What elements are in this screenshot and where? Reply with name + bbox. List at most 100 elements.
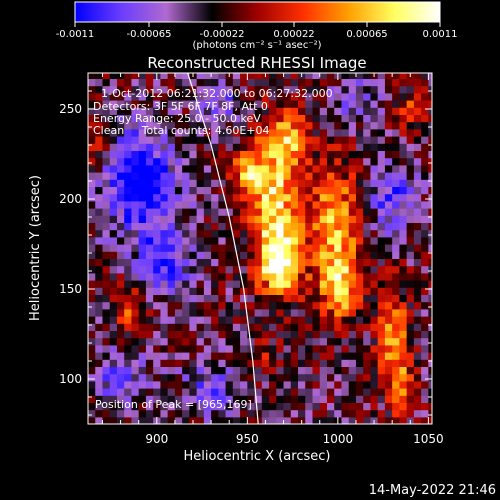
- heatmap-cell: [182, 78, 190, 87]
- heatmap-cell: [355, 280, 364, 288]
- heatmap-cell: [88, 121, 96, 130]
- heatmap-cell: [399, 92, 408, 101]
- heatmap-cell: [319, 244, 328, 252]
- heatmap-cell: [182, 272, 190, 281]
- heatmap-cell: [428, 92, 432, 101]
- heatmap-cell: [254, 164, 263, 173]
- heatmap-cell: [428, 316, 432, 324]
- heatmap-cell: [384, 244, 393, 252]
- heatmap-cell: [269, 73, 277, 79]
- heatmap-cell: [276, 373, 285, 382]
- heatmap-cell: [109, 344, 118, 353]
- heatmap-cell: [254, 157, 263, 166]
- heatmap-cell: [174, 366, 183, 375]
- heatmap-cell: [196, 229, 205, 238]
- heatmap-cell: [363, 402, 372, 411]
- heatmap-cell: [131, 409, 140, 418]
- heatmap-cell: [95, 121, 104, 130]
- heatmap-cell: [384, 229, 393, 238]
- heatmap-cell: [261, 258, 270, 267]
- heatmap-cell: [399, 136, 408, 144]
- heatmap-cell: [240, 215, 248, 223]
- heatmap-cell: [370, 143, 379, 151]
- heatmap-cell: [276, 121, 285, 130]
- heatmap-cell: [160, 100, 169, 108]
- heatmap-cell: [326, 100, 335, 108]
- heatmap-cell: [160, 244, 169, 252]
- heatmap-cell: [326, 388, 335, 396]
- heatmap-cell: [153, 323, 162, 331]
- heatmap-cell: [174, 186, 183, 195]
- heatmap-cell: [269, 164, 277, 173]
- heatmap-cell: [413, 193, 422, 202]
- heatmap-cell: [138, 78, 147, 87]
- heatmap-cell: [240, 92, 248, 101]
- heatmap-cell: [341, 416, 350, 424]
- heatmap-cell: [370, 114, 379, 123]
- heatmap-cell: [399, 316, 408, 324]
- x-axis-label: Heliocentric X (arcsec): [184, 449, 331, 464]
- heatmap-cell: [189, 272, 198, 281]
- heatmap-cell: [167, 265, 176, 274]
- heatmap-cell: [174, 258, 183, 267]
- heatmap-cell: [363, 193, 372, 202]
- heatmap-cell: [261, 78, 270, 87]
- heatmap-cell: [312, 316, 321, 324]
- colorbar-tick-label: -0.00065: [127, 29, 172, 40]
- heatmap-cell: [124, 215, 133, 223]
- heatmap-cell: [124, 416, 133, 424]
- heatmap-cell: [153, 265, 162, 274]
- heatmap-cell: [413, 352, 422, 360]
- heatmap-cell: [116, 373, 125, 382]
- heatmap-cell: [182, 114, 190, 123]
- heatmap-cell: [145, 100, 154, 108]
- heatmap-cell: [305, 215, 314, 223]
- heatmap-cell: [326, 208, 335, 216]
- heatmap-cell: [406, 236, 415, 245]
- heatmap-cell: [211, 388, 219, 396]
- heatmap-cell: [377, 323, 386, 331]
- heatmap-cell: [341, 301, 350, 310]
- heatmap-cell: [312, 200, 321, 209]
- heatmap-cell: [283, 92, 292, 101]
- heatmap-cell: [261, 388, 270, 396]
- heatmap-cell: [240, 308, 248, 317]
- heatmap-cell: [312, 359, 321, 367]
- heatmap-cell: [399, 337, 408, 346]
- heatmap-cell: [196, 316, 205, 324]
- heatmap-cell: [138, 287, 147, 295]
- heatmap-cell: [392, 258, 401, 267]
- heatmap-cell: [240, 179, 248, 187]
- heatmap-cell: [290, 150, 299, 159]
- heatmap-cell: [413, 366, 422, 375]
- heatmap-cell: [232, 301, 241, 310]
- heatmap-cell: [326, 337, 335, 346]
- heatmap-cell: [363, 388, 372, 396]
- heatmap-cell: [283, 337, 292, 346]
- heatmap-cell: [341, 337, 350, 346]
- heatmap-cell: [283, 200, 292, 209]
- heatmap-cell: [341, 308, 350, 317]
- heatmap-cell: [421, 143, 429, 151]
- heatmap-cell: [95, 416, 104, 424]
- heatmap-cell: [254, 128, 263, 137]
- heatmap-cell: [355, 265, 364, 274]
- heatmap-cell: [319, 316, 328, 324]
- heatmap-cell: [182, 409, 190, 418]
- heatmap-cell: [269, 402, 277, 411]
- heatmap-cell: [406, 222, 415, 231]
- heatmap-cell: [102, 157, 111, 166]
- heatmap-cell: [247, 265, 256, 274]
- heatmap-cell: [399, 359, 408, 367]
- heatmap-cell: [174, 323, 183, 331]
- heatmap-cell: [196, 186, 205, 195]
- heatmap-cell: [182, 323, 190, 331]
- heatmap-cell: [319, 107, 328, 115]
- heatmap-cell: [269, 150, 277, 159]
- heatmap-cell: [298, 164, 306, 173]
- heatmap-cell: [384, 294, 393, 303]
- annotation-energy: Energy Range: 25.0 - 50.0 keV: [93, 112, 261, 125]
- heatmap-cell: [196, 395, 205, 403]
- heatmap-cell: [225, 121, 234, 130]
- heatmap-cell: [218, 179, 227, 187]
